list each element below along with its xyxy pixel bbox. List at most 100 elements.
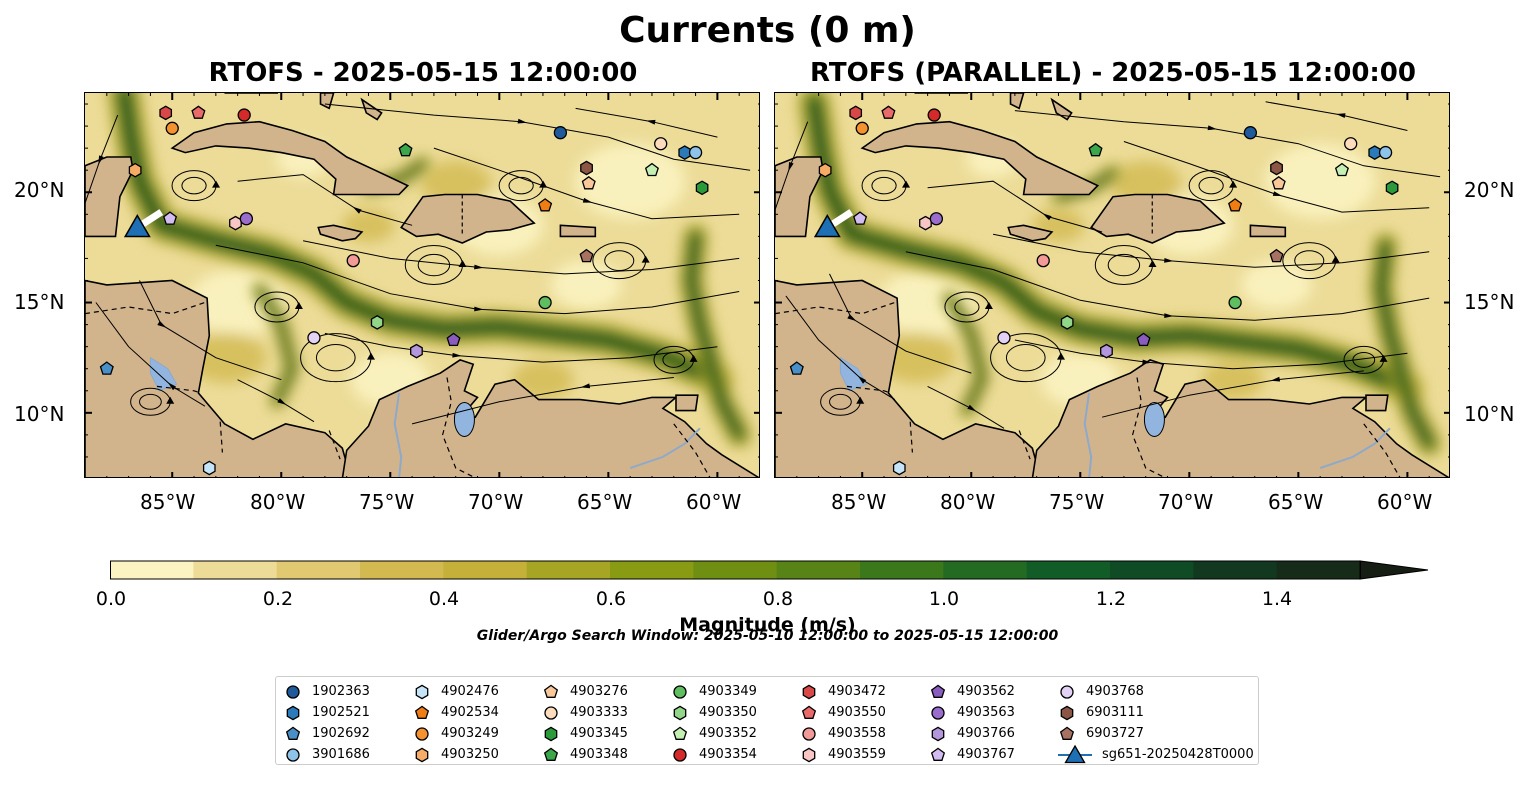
land-masses — [775, 93, 1449, 477]
legend-marker — [673, 685, 687, 699]
legend-item: 1902521 — [284, 702, 370, 723]
lat-tick-label: 20°N — [14, 178, 65, 202]
float-markers — [789, 105, 1399, 476]
legend-label: 1902521 — [312, 705, 370, 720]
legend-column: 1902363 1902521 1902692 3901686 — [284, 681, 370, 765]
legend-label: 4903558 — [828, 726, 886, 741]
float-marker-4903249 — [855, 121, 869, 135]
colorbar-segment — [360, 561, 444, 579]
float-marker-1902521 — [1368, 145, 1382, 160]
float-marker-3901686 — [688, 145, 703, 160]
legend-item: 4903472 — [800, 681, 886, 702]
float-legend-icon — [930, 747, 946, 761]
legend-marker — [673, 748, 687, 762]
legend-column: 4903349 4903350 4903352 4903354 — [671, 681, 757, 765]
legend-marker — [415, 684, 429, 700]
legend-item: 6903111 — [1058, 702, 1254, 723]
legend-item: 4903350 — [671, 702, 757, 723]
legend-label: 4903562 — [957, 684, 1015, 699]
float-legend-icon — [673, 705, 687, 721]
colorbar-tick: 0.8 — [762, 588, 794, 610]
search-window-text: Glider/Argo Search Window: 2025-05-10 12… — [476, 628, 1059, 644]
colorbar-segment — [610, 561, 694, 579]
land-yucatan — [85, 156, 134, 238]
colorbar-tick: 1.0 — [928, 588, 960, 610]
legend-label: 4903550 — [828, 705, 886, 720]
legend-label: 4903250 — [441, 747, 499, 762]
streamlines — [85, 103, 751, 425]
legend-item: 4903354 — [671, 744, 757, 765]
colorbar-tick: 1.2 — [1095, 588, 1127, 610]
float-legend-icon — [543, 747, 559, 761]
float-marker-4902534 — [1228, 198, 1243, 212]
float-marker-4903472 — [849, 105, 863, 121]
float-marker-4903350 — [1060, 315, 1074, 330]
colorbar-segment — [443, 561, 528, 579]
right-map-canvas — [775, 93, 1449, 477]
legend: 1902363 1902521 1902692 3901686 4902476 49025… — [275, 676, 1259, 765]
legend-label: 4902476 — [441, 684, 499, 699]
figure-title: Currents (0 m) — [619, 10, 916, 51]
legend-label: 4903767 — [957, 747, 1015, 762]
legend-marker — [543, 684, 559, 698]
float-marker-4903768 — [307, 331, 321, 345]
legend-label: 4903354 — [699, 747, 757, 762]
lon-tick-label: 85°W — [140, 490, 196, 514]
land-yucatan — [775, 156, 824, 238]
lon-tick-label: 65°W — [577, 490, 633, 514]
legend-marker — [931, 706, 945, 720]
legend-column: 4903472 4903550 4903558 4903559 — [800, 681, 886, 765]
float-legend-icon — [1060, 685, 1074, 699]
colorbar-extend-arrow — [1359, 560, 1429, 580]
legend-label: 4903563 — [957, 705, 1015, 720]
float-marker-4902476 — [202, 460, 216, 476]
legend-marker — [1059, 726, 1075, 740]
float-marker-6903727 — [1269, 248, 1284, 263]
legend-item: 4903559 — [800, 744, 886, 765]
float-legend-icon — [414, 705, 430, 719]
float-legend-icon — [415, 727, 429, 741]
legend-item: 4902476 — [413, 681, 499, 702]
legend-item: 4903349 — [671, 681, 757, 702]
legend-marker — [931, 726, 945, 742]
float-legend-icon — [802, 684, 816, 700]
land-jamaica — [1007, 224, 1054, 242]
colorbar-segment — [776, 561, 861, 579]
legend-label: 4903348 — [570, 747, 628, 762]
legend-label: sg651-20250428T0000 — [1102, 747, 1254, 762]
land-puertorico — [559, 224, 597, 238]
float-marker-4903345 — [1385, 180, 1399, 196]
legend-marker — [672, 726, 688, 740]
float-legend-icon — [673, 685, 687, 699]
land-southam — [341, 359, 759, 477]
legend-item: 4903558 — [800, 723, 886, 744]
land-trinidad — [675, 394, 699, 412]
colorbar-tick: 0.6 — [595, 588, 627, 610]
legend-marker — [1060, 705, 1074, 721]
colorbar-segment — [193, 561, 278, 579]
legend-marker — [802, 727, 816, 741]
lon-tick-label: 70°W — [468, 490, 524, 514]
float-marker-3901686 — [1378, 145, 1393, 160]
land-hispaniola — [400, 193, 536, 244]
float-marker-4903333 — [1344, 137, 1358, 151]
float-marker-1902363 — [553, 126, 568, 140]
float-marker-4903250 — [128, 162, 142, 178]
legend-label: 1902692 — [312, 726, 370, 741]
left-map-canvas — [85, 93, 759, 477]
lat-tick-label: 20°N — [1464, 178, 1515, 202]
float-legend-icon — [1060, 705, 1074, 721]
legend-item: 4903345 — [542, 723, 628, 744]
float-legend-icon — [1059, 726, 1075, 740]
float-marker-4903562 — [1136, 332, 1151, 347]
legend-marker — [415, 747, 429, 763]
legend-marker — [544, 706, 558, 720]
land-puertorico — [1249, 224, 1287, 238]
float-marker-4903333 — [654, 137, 668, 151]
float-marker-4903249 — [165, 121, 179, 135]
legend-label: 6903727 — [1086, 726, 1144, 741]
legend-label: 4903350 — [699, 705, 757, 720]
legend-label: 4903349 — [699, 684, 757, 699]
legend-marker — [415, 727, 429, 741]
float-legend-icon — [930, 684, 946, 698]
